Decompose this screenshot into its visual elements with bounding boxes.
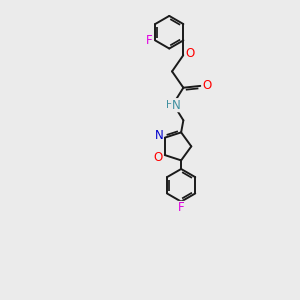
Text: O: O <box>154 151 163 164</box>
Text: N: N <box>172 99 181 112</box>
Text: O: O <box>185 47 194 61</box>
Text: O: O <box>202 80 211 92</box>
Text: F: F <box>146 34 153 47</box>
Text: H: H <box>166 100 174 110</box>
Text: F: F <box>178 201 184 214</box>
Text: N: N <box>154 128 164 142</box>
